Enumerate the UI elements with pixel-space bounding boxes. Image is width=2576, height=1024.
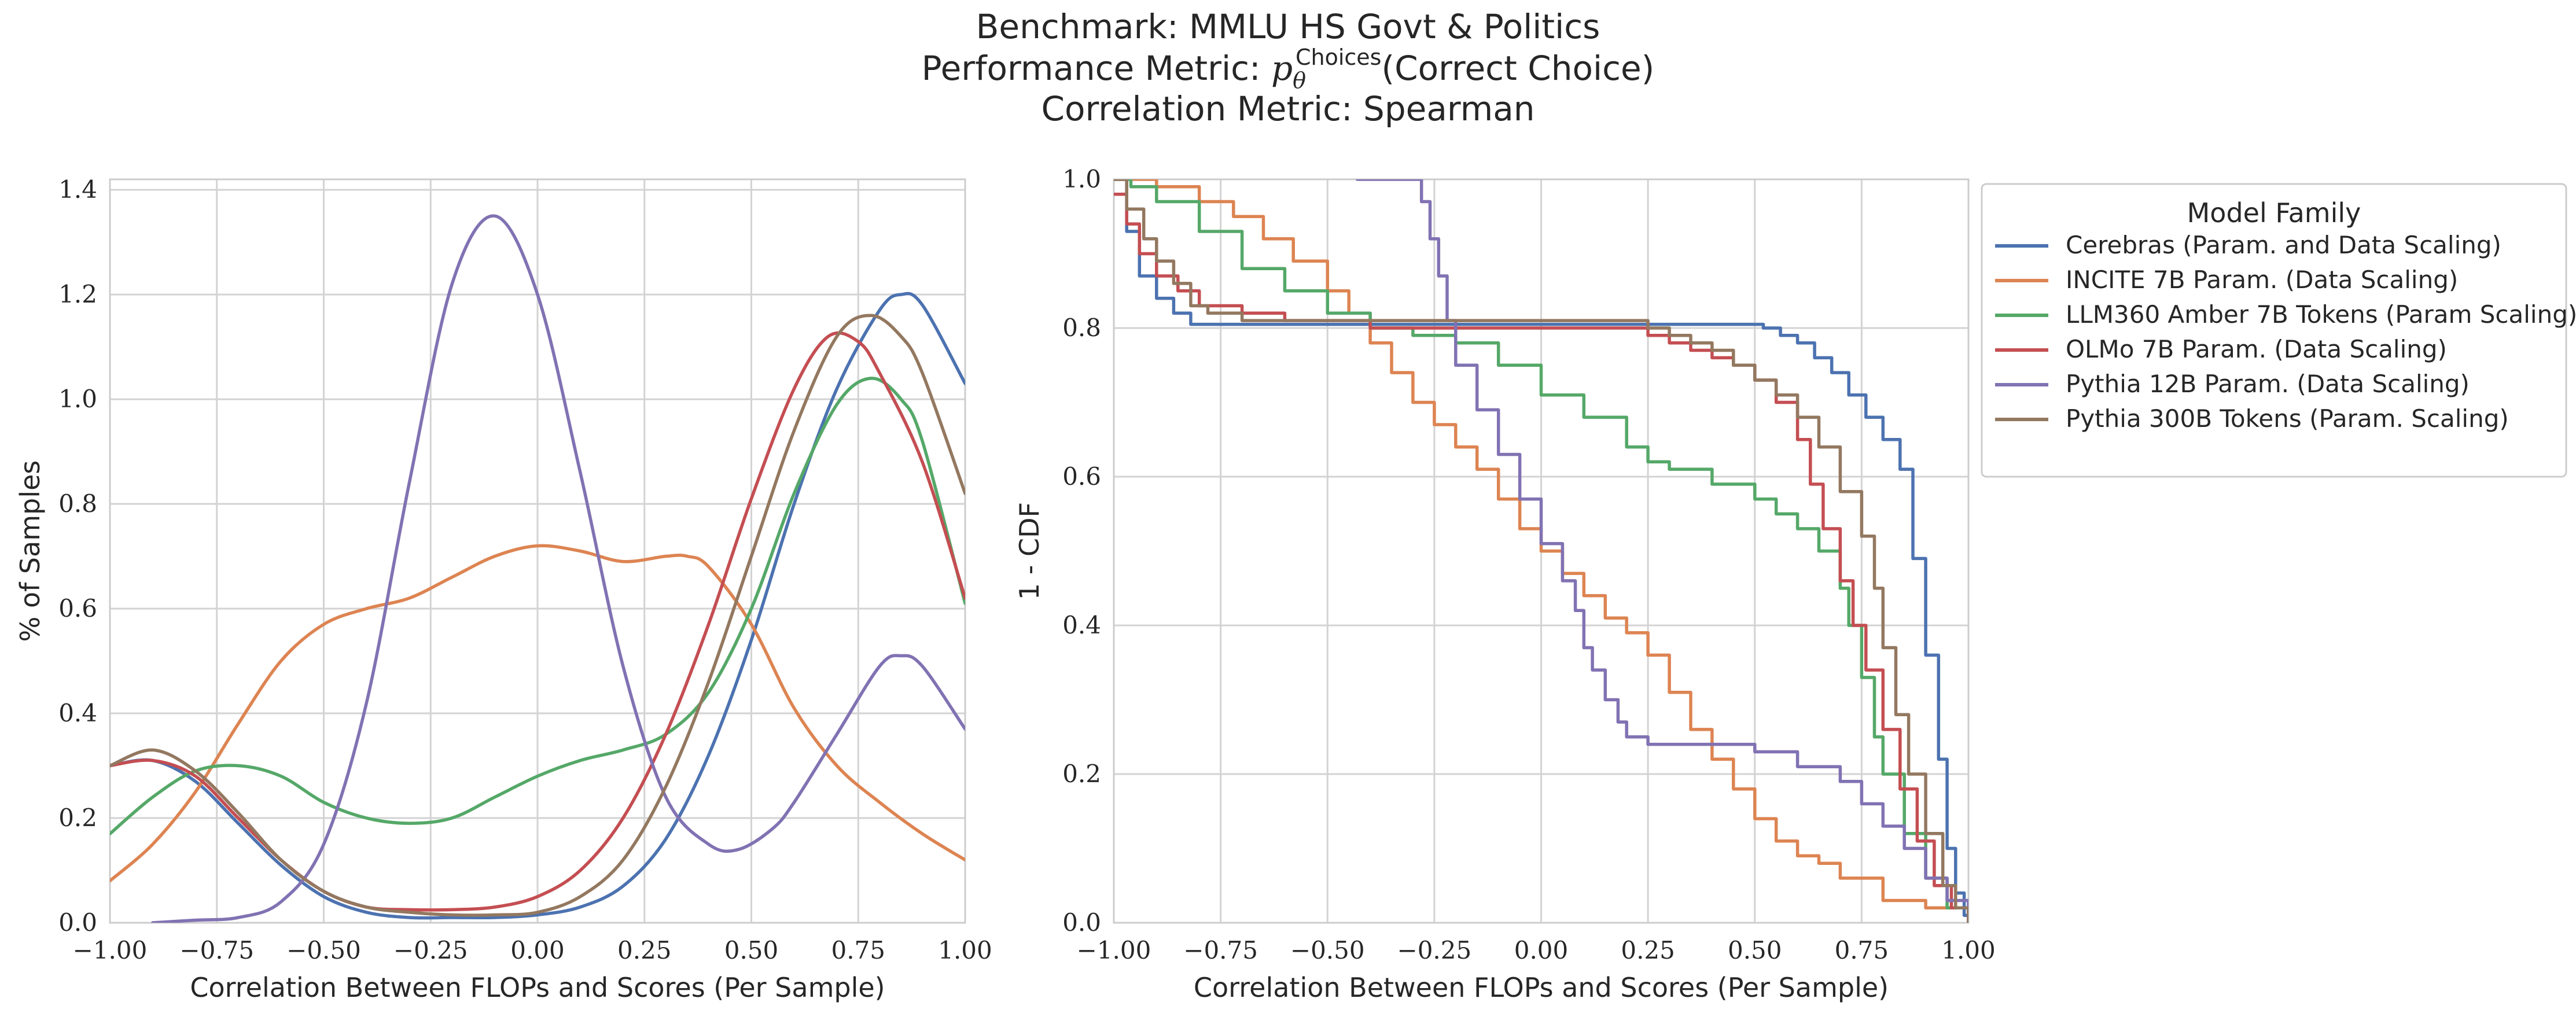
x-tick-label: −0.75: [179, 936, 254, 964]
title-line-performance-metric: Performance Metric: pθChoices(Correct Ch…: [922, 45, 1655, 93]
x-tick-label: 1.00: [938, 936, 992, 964]
series-line-llm360-amber-7b-tokens-param-scaling: [1114, 179, 1968, 923]
title-metric-prefix: Performance Metric:: [922, 49, 1271, 88]
title-metric-sup: Choices: [1296, 45, 1382, 70]
y-tick-label: 0.8: [1062, 314, 1101, 342]
legend-label-incite-7b-param-data-scaling: INCITE 7B Param. (Data Scaling): [2066, 266, 2458, 294]
series-line-incite-7b-param-data-scaling: [110, 544, 965, 883]
y-tick-label: 0.0: [1062, 908, 1101, 937]
axes-frame: [109, 178, 966, 924]
x-tick-label: 0.00: [1514, 936, 1569, 964]
y-tick-label: 1.4: [58, 175, 97, 204]
series-line-cerebras-param-and-data-scaling: [1114, 179, 1968, 923]
series-line-pythia-12b-param-data-scaling: [151, 214, 965, 923]
legend-entries: Cerebras (Param. and Data Scaling) INCITE…: [1995, 231, 2576, 433]
x-tick-label: −0.75: [1183, 936, 1258, 964]
y-axis-label: % of Samples: [14, 461, 46, 642]
legend-label-pythia-300b-tokens-param-scaling: Pythia 300B Tokens (Param. Scaling): [2066, 404, 2509, 433]
series-line-llm360-amber-7b-tokens-param-scaling: [110, 377, 965, 835]
x-tick-label: −1.00: [73, 936, 148, 964]
legend-label-olmo-7b-param-data-scaling: OLMo 7B Param. (Data Scaling): [2066, 335, 2447, 363]
y-tick-label: 0.2: [1062, 760, 1101, 788]
title-line-correlation-metric: Correlation Metric: Spearman: [1041, 89, 1534, 128]
y-tick-label: 0.4: [58, 699, 97, 727]
x-tick-label: 0.75: [1835, 936, 1889, 964]
y-tick-label: 0.6: [1062, 462, 1101, 491]
x-tick-label: 1.00: [1941, 936, 1996, 964]
legend-frame: [1981, 183, 2567, 478]
y-axis-label: 1 - CDF: [1014, 502, 1045, 600]
x-tick-label: −0.25: [393, 936, 468, 964]
title-metric-suffix: (Correct Choice): [1381, 49, 1654, 88]
x-tick-label: 0.50: [724, 936, 779, 964]
series-line-cerebras-param-and-data-scaling: [110, 292, 965, 920]
series-line-pythia-300b-tokens-param-scaling: [1114, 179, 1968, 923]
survival-cdf-panel: −1.00 −0.75 −0.50 −0.25 0.00 0.25 0.50 0.75 1.00…: [1014, 165, 1996, 1003]
x-tick-label: 0.25: [1621, 936, 1675, 964]
y-tick-label: 1.2: [58, 280, 97, 308]
x-tick-label: 0.75: [831, 936, 885, 964]
kde-density-panel: −1.00 −0.75 −0.50 −0.25 0.00 0.25 0.50 0.75 1.00…: [14, 175, 992, 1003]
figure-title: Benchmark: MMLU HS Govt & Politics Perfo…: [922, 7, 1655, 128]
title-metric-sub: θ: [1293, 68, 1306, 93]
x-tick-label: 0.50: [1728, 936, 1782, 964]
title-metric-p: p: [1271, 49, 1293, 88]
legend-label-cerebras-param-and-data-scaling: Cerebras (Param. and Data Scaling): [2066, 231, 2501, 259]
x-tick-label: 0.25: [617, 936, 672, 964]
series-lines: [1114, 179, 1968, 923]
series-line-pythia-12b-param-data-scaling: [1356, 179, 1968, 923]
y-tick-label: 0.0: [58, 908, 97, 937]
x-tick-label: −0.50: [1290, 936, 1365, 964]
x-axis-label: Correlation Between FLOPs and Scores (Pe…: [190, 972, 885, 1003]
y-tick-label: 0.2: [58, 804, 97, 832]
legend-label-llm360-amber-7b-tokens-param-scaling: LLM360 Amber 7B Tokens (Param Scaling): [2066, 300, 2576, 329]
x-tick-label: 0.00: [510, 936, 565, 964]
x-tick-label: −0.50: [286, 936, 361, 964]
y-tick-label: 0.6: [58, 594, 97, 622]
y-tick-label: 0.4: [1062, 611, 1101, 639]
x-tick-label: −0.25: [1397, 936, 1472, 964]
legend-label-pythia-12b-param-data-scaling: Pythia 12B Param. (Data Scaling): [2066, 370, 2470, 398]
x-axis-label: Correlation Between FLOPs and Scores (Pe…: [1194, 972, 1889, 1003]
x-tick-label: −1.00: [1077, 936, 1151, 964]
y-tick-label: 1.0: [1062, 165, 1101, 193]
series-lines: [110, 214, 965, 923]
y-tick-label: 1.0: [58, 385, 97, 413]
legend: Model Family Cerebras (Param. and Data S…: [1981, 183, 2576, 478]
y-tick-label: 0.8: [58, 489, 97, 518]
title-line-benchmark: Benchmark: MMLU HS Govt & Politics: [976, 7, 1600, 46]
series-line-pythia-300b-tokens-param-scaling: [110, 314, 965, 917]
legend-title: Model Family: [2187, 197, 2361, 229]
axes-frame: [1113, 178, 1970, 924]
